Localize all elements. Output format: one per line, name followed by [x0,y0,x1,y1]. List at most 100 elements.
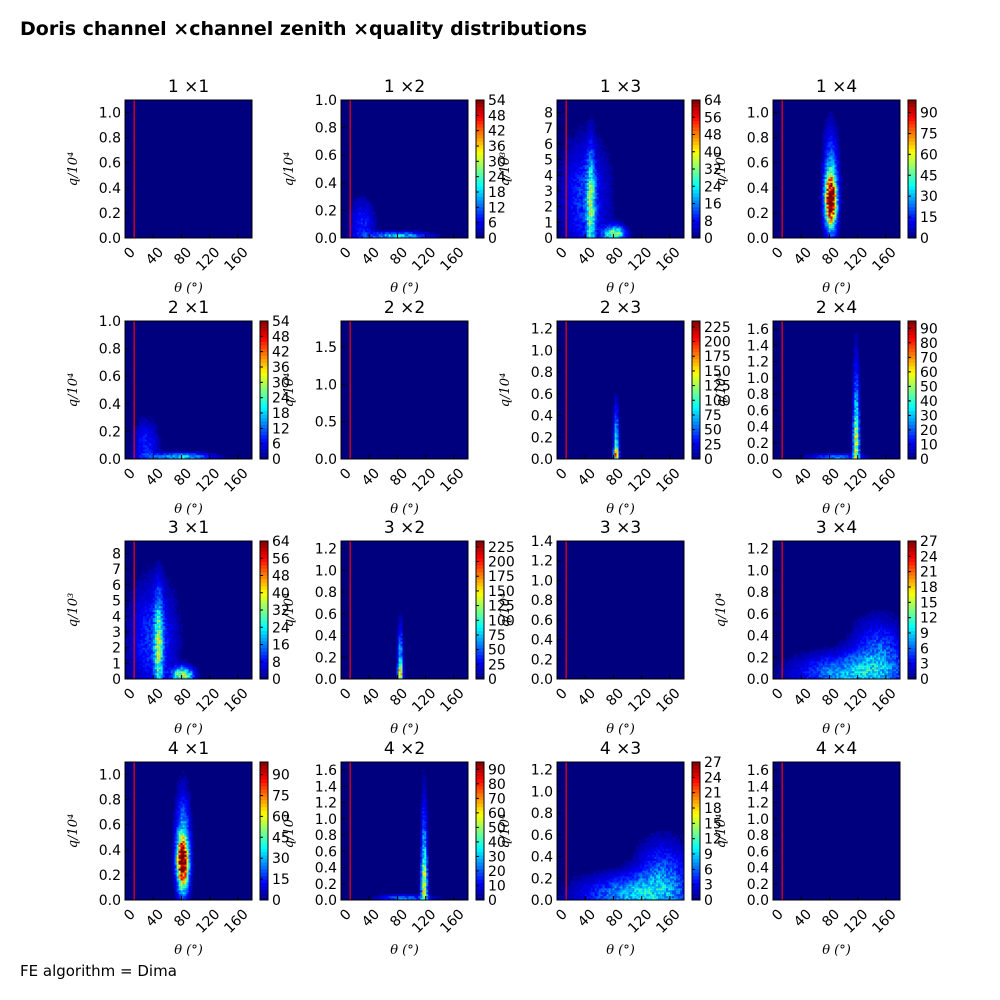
heatmap-cell [142,594,145,597]
heatmap-cell [150,580,153,583]
heatmap-cell [144,421,147,424]
heatmap-cell [360,230,363,233]
heatmap-cell [592,169,595,172]
heatmap-cell [148,596,151,599]
heatmap-cell [154,633,157,636]
heatmap-cell [836,135,839,138]
y-tick-label: 1.0 [747,371,769,387]
heatmap-cell [140,608,144,611]
heatmap-cell [820,161,823,164]
heatmap-cell [572,202,576,205]
heatmap-cell [828,180,831,183]
heatmap-cell [858,439,861,442]
heatmap-cell [402,230,405,233]
heatmap-cell [126,673,130,676]
heatmap-cell [824,157,827,160]
heatmap-cell [584,230,587,233]
heatmap-cell [826,121,829,124]
heatmap-cell [142,455,145,458]
heatmap-cell [572,194,576,197]
heatmap-cell [832,159,835,162]
y-tick-label: 1.0 [315,93,337,109]
heatmap-cell [854,382,857,385]
heatmap-cell [834,131,837,134]
heatmap-cell [588,234,591,237]
heatmap-cell [824,161,827,164]
heatmap-cell [856,397,859,401]
heatmap-cell [588,131,591,134]
heatmap-cell [568,174,572,178]
heatmap-cell [576,202,579,205]
heatmap-cell [364,204,367,207]
heatmap-cell [170,649,173,652]
heatmap-cell [588,149,591,152]
heatmap-cell [858,407,861,410]
heatmap-cell [144,582,147,585]
heatmap-cell [146,455,149,458]
heatmap-cell [146,592,149,595]
heatmap-cell [130,657,134,660]
heatmap-cell [600,204,603,207]
heatmap-cell [350,220,354,223]
heatmap-cell [852,397,855,401]
colorbar-segment [476,169,484,173]
heatmap-cell [158,627,161,630]
heatmap-cell [168,453,171,456]
heatmap-cell [858,372,861,375]
heatmap-cell [420,236,423,239]
heatmap-cell [608,226,611,229]
heatmap-cell [602,216,605,219]
heatmap-cell [574,167,577,170]
colorbar-tick-label: 125 [704,379,731,395]
heatmap-cell [624,234,627,237]
heatmap-cell [184,457,187,460]
heatmap-cell [140,586,144,589]
heatmap-cell [826,220,829,223]
heatmap-cell [844,453,847,456]
heatmap-cell [428,234,431,237]
heatmap-cell [350,234,354,237]
heatmap-cell [156,562,159,565]
heatmap-cell [566,190,570,193]
colorbar-segment [692,131,700,135]
heatmap-cell [152,596,155,599]
heatmap-cell [826,135,829,138]
heatmap-cell [572,230,576,233]
heatmap-cell [574,208,577,211]
colorbar-segment [908,441,916,446]
y-axis-label: q/10³ [498,152,513,186]
heatmap-cell [610,188,613,191]
heatmap-cell [158,657,161,660]
heatmap-cell [584,178,587,181]
heatmap-cell [580,155,583,158]
heatmap-cell [402,236,405,239]
heatmap-cell [578,137,581,140]
heatmap-cell [146,423,149,426]
heatmap-cell [600,206,603,209]
heatmap-cell [136,661,140,664]
heatmap-cell [156,433,159,436]
heatmap-cell [362,206,365,209]
heatmap-cell [162,635,165,638]
heatmap-cell [846,457,849,460]
heatmap-cell [816,457,819,460]
heatmap-cell [198,453,201,456]
heatmap-cell [612,182,615,185]
heatmap-cell [142,425,145,428]
heatmap-cell [566,202,570,205]
heatmap-cell [578,157,581,160]
heatmap-cell [572,176,576,180]
heatmap-cell [582,194,585,197]
heatmap-cell [582,143,585,146]
heatmap-cell [836,192,839,195]
heatmap-cell [140,675,144,678]
heatmap-cell [164,625,167,628]
heatmap-cell [592,165,595,168]
heatmap-cell [574,170,577,174]
heatmap-cell [366,202,369,205]
heatmap-cell [582,170,585,174]
heatmap-cell [834,161,837,164]
heatmap-cell [380,232,383,235]
heatmap-cell [134,637,138,640]
heatmap-cell [148,665,151,668]
